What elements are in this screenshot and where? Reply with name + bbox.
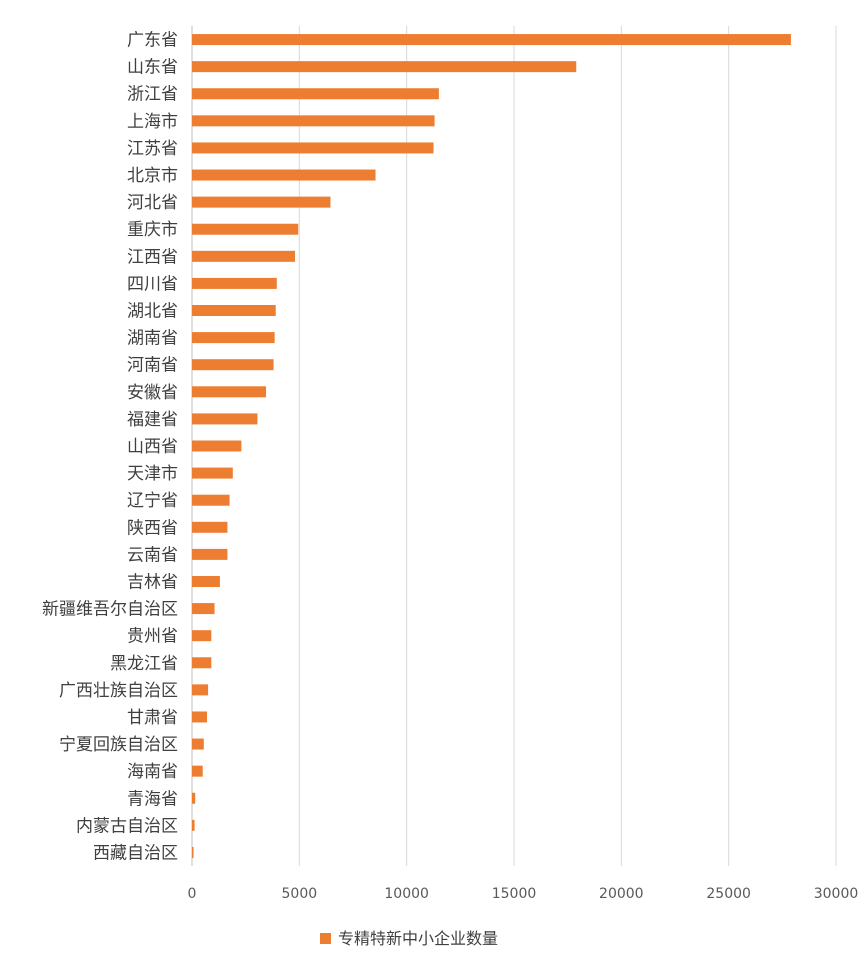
bar <box>192 359 274 371</box>
category-label: 河南省 <box>127 356 178 376</box>
category-label: 山东省 <box>127 58 178 78</box>
bar <box>192 467 233 479</box>
x-tick-labels: 0 5000 10000 15000 20000 25000 30000 <box>188 886 859 902</box>
category-label: 内蒙古自治区 <box>76 816 178 836</box>
x-tick-label: 5000 <box>282 886 318 902</box>
legend-swatch <box>320 933 331 944</box>
bar <box>192 169 376 181</box>
bar <box>192 34 791 46</box>
category-label: 浙江省 <box>127 85 178 105</box>
bar <box>192 440 242 452</box>
category-label: 安徽省 <box>127 383 178 403</box>
category-label: 天津市 <box>127 464 178 484</box>
bar <box>192 88 439 100</box>
bar <box>192 846 194 858</box>
category-label: 江西省 <box>127 247 178 267</box>
bar <box>192 765 203 777</box>
bar <box>192 386 267 398</box>
bar <box>192 196 331 208</box>
category-label: 甘肃省 <box>127 708 178 728</box>
category-label: 辽宁省 <box>127 491 178 511</box>
category-label: 上海市 <box>127 112 178 132</box>
category-label: 广西壮族自治区 <box>59 681 178 701</box>
category-label: 宁夏回族自治区 <box>59 735 178 755</box>
bar <box>192 332 275 344</box>
bars <box>192 34 791 858</box>
bar <box>192 548 228 560</box>
legend-label: 专精特新中小企业数量 <box>338 929 498 948</box>
category-label: 海南省 <box>127 762 178 782</box>
category-label: 贵州省 <box>127 627 178 647</box>
category-label: 重庆市 <box>127 220 178 240</box>
category-label: 云南省 <box>127 545 178 565</box>
bar <box>192 711 208 723</box>
gridlines <box>191 26 837 866</box>
bar <box>192 277 277 289</box>
bar <box>192 61 577 73</box>
category-labels: 广东省山东省浙江省上海市江苏省北京市河北省重庆市江西省四川省湖北省湖南省河南省安… <box>42 31 178 864</box>
bar <box>192 684 209 696</box>
category-label: 福建省 <box>127 410 178 430</box>
x-tick-label: 10000 <box>384 886 429 902</box>
bar <box>192 575 220 587</box>
category-label: 青海省 <box>127 789 178 809</box>
bar <box>192 413 258 425</box>
bar <box>192 819 195 831</box>
category-label: 西藏自治区 <box>93 843 178 863</box>
x-tick-label: 0 <box>188 886 197 902</box>
bar <box>192 657 212 669</box>
category-label: 陕西省 <box>127 518 178 538</box>
bar <box>192 223 299 235</box>
category-label: 新疆维吾尔自治区 <box>42 600 178 620</box>
category-label: 河北省 <box>127 193 178 213</box>
x-tick-label: 25000 <box>706 886 751 902</box>
legend: 专精特新中小企业数量 <box>320 929 498 948</box>
bar <box>192 521 228 533</box>
category-label: 北京市 <box>127 166 178 186</box>
category-label: 四川省 <box>127 274 178 294</box>
bar <box>192 792 196 804</box>
bar <box>192 738 204 750</box>
bar <box>192 305 276 317</box>
category-label: 吉林省 <box>127 572 178 592</box>
x-tick-label: 15000 <box>492 886 537 902</box>
category-label: 江苏省 <box>127 139 178 159</box>
category-label: 湖北省 <box>127 302 178 322</box>
x-tick-label: 20000 <box>599 886 644 902</box>
category-label: 黑龙江省 <box>110 654 178 674</box>
category-label: 湖南省 <box>127 329 178 349</box>
category-label: 广东省 <box>127 31 178 51</box>
bar <box>192 494 230 506</box>
bar <box>192 630 212 642</box>
bar <box>192 603 215 615</box>
x-tick-label: 30000 <box>814 886 859 902</box>
bar <box>192 142 434 154</box>
bar <box>192 115 435 127</box>
bar <box>192 250 296 262</box>
category-label: 山西省 <box>127 437 178 457</box>
